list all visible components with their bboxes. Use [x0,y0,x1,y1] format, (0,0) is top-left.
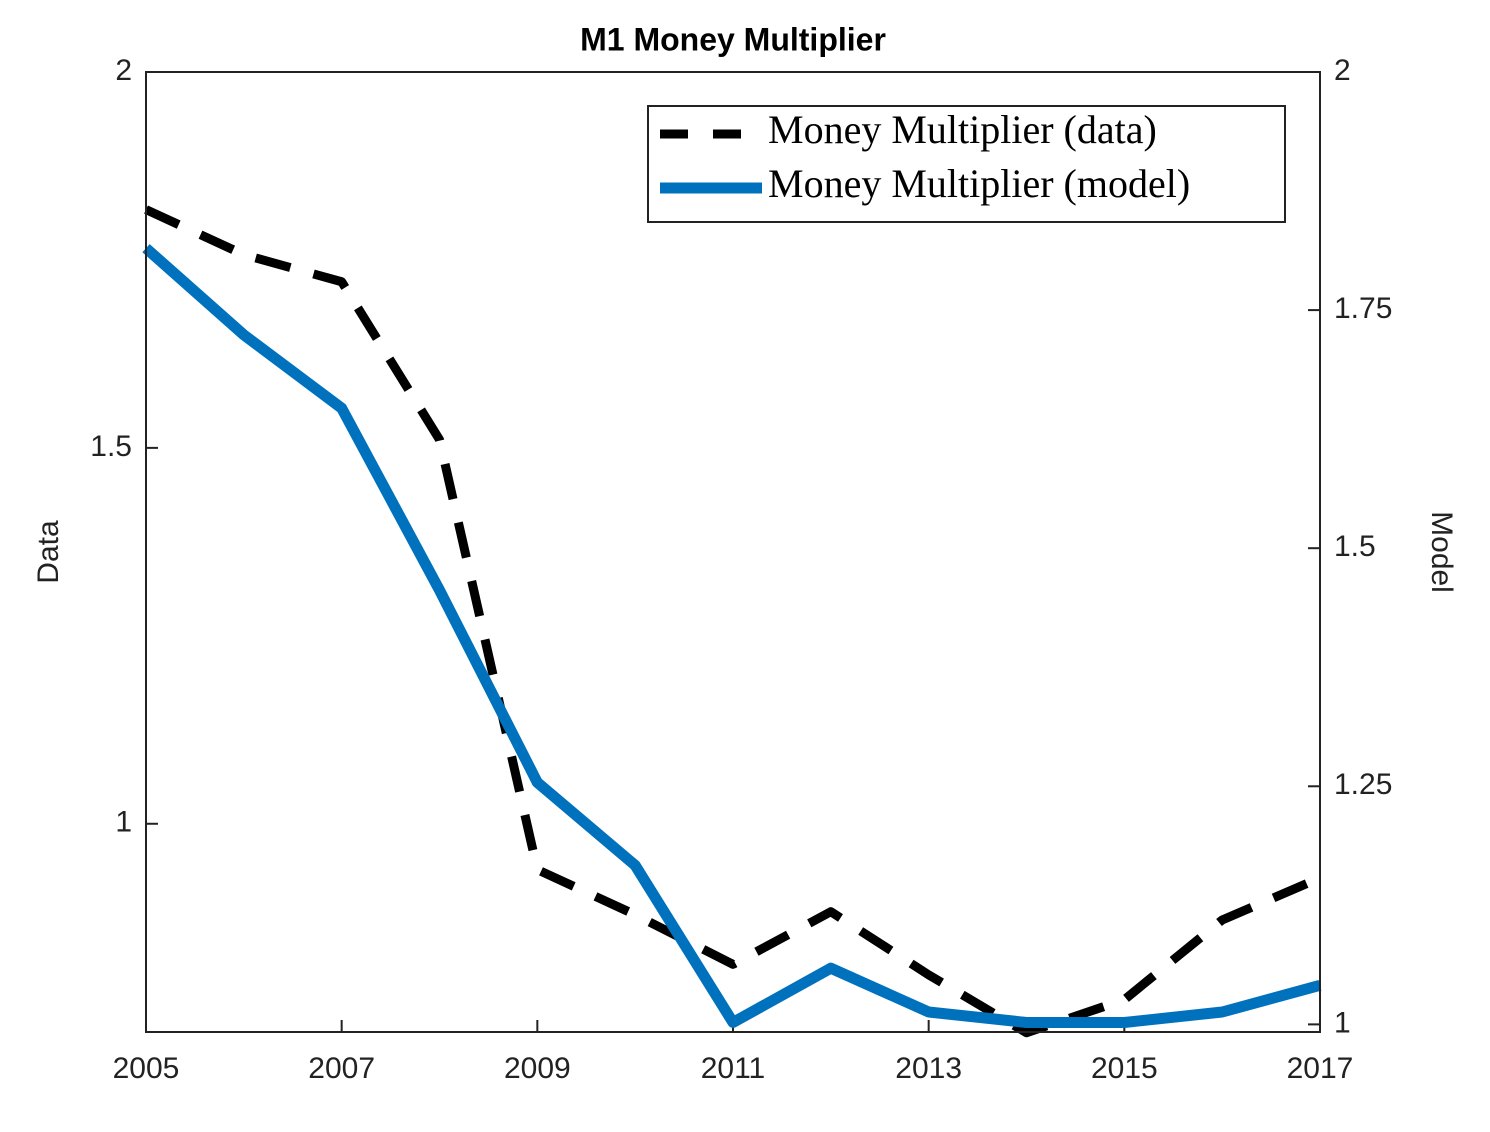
y-tick-label: 2 [115,54,132,87]
x-tick-label: 2011 [701,1052,766,1085]
legend: Money Multiplier (data) Money Multiplier … [647,105,1286,223]
x-tick-label: 2007 [308,1052,375,1085]
y2-tick-label: 1 [1334,1006,1351,1039]
y2-tick-label: 1.75 [1334,292,1392,325]
y-tick-label: 1 [115,806,132,839]
legend-label: Money Multiplier (model) [768,161,1190,206]
series-line [144,205,1322,1038]
plot-frame [145,71,1321,1033]
chart-title: M1 Money Multiplier [580,21,886,57]
y2-axis-label: Model [1425,511,1458,593]
y2-tick-label: 2 [1334,54,1351,87]
x-tick-label: 2015 [1091,1052,1158,1085]
series-line [142,244,1322,1028]
x-tick-label: 2017 [1287,1052,1354,1085]
y2-tick-label: 1.25 [1334,768,1392,801]
legend-box [647,105,1286,223]
x-tick-label: 2005 [113,1052,180,1085]
legend-label: Money Multiplier (data) [768,107,1157,152]
y-axis-label: Data [32,520,65,584]
x-tick-label: 2013 [895,1052,962,1085]
y-tick-label: 1.5 [90,430,132,463]
y2-tick-label: 1.5 [1334,530,1376,563]
x-tick-label: 2009 [504,1052,571,1085]
